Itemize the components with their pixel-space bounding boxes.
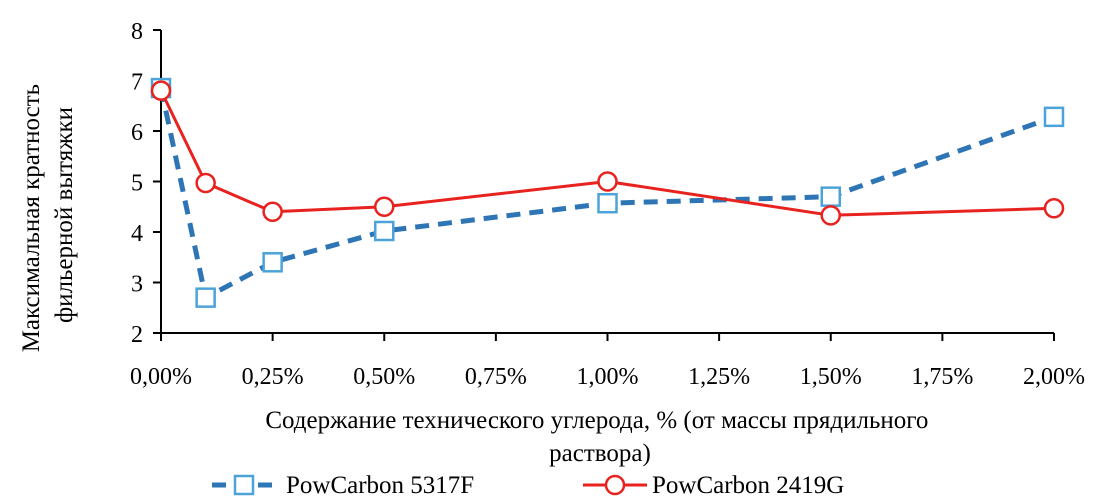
data-point [1043, 106, 1065, 128]
y-axis-title-line-2: фильерной вытяжки [51, 107, 78, 323]
data-point [374, 220, 395, 242]
legend-item-powcarbon-2419g: PowCarbon 2419G [583, 472, 844, 499]
data-point [262, 201, 283, 223]
legend-symbol-solid-circle [583, 474, 647, 496]
plot-area [153, 29, 1055, 341]
y-tick-label: 8 [131, 19, 143, 45]
y-tick-label: 5 [131, 171, 143, 197]
y-tick-labels: 2 3 4 5 6 7 8 [131, 19, 143, 348]
legend-label-powcarbon-5317f: PowCarbon 5317F [286, 472, 474, 499]
y-tick-label: 6 [131, 120, 143, 146]
data-point [1043, 198, 1065, 219]
legend: PowCarbon 5317F PowCarbon 2419G [212, 472, 844, 499]
x-tick-label: 1,25% [688, 364, 750, 390]
x-tick-labels: 0,00% 0,25% 0,50% 0,75% 1,00% 1,25% 1,50% 1,75%… [130, 364, 1085, 390]
data-point [195, 172, 216, 194]
data-point [597, 192, 618, 214]
data-point [262, 252, 283, 273]
data-point [820, 186, 841, 207]
y-tick-label: 4 [131, 221, 143, 247]
y-axis-title: Максимальная кратность фильерной вытяжки [18, 78, 78, 353]
legend-marker [233, 474, 255, 496]
y-tick-label: 3 [131, 272, 143, 298]
x-tick-label: 2,00% [1023, 364, 1085, 390]
data-point [195, 287, 216, 308]
x-tick-label: 0,25% [242, 364, 304, 390]
y-axis-title-line-1: Максимальная кратность [18, 84, 45, 352]
data-point [374, 196, 395, 217]
legend-label-powcarbon-2419g: PowCarbon 2419G [652, 472, 844, 499]
x-tick-label: 0,75% [465, 364, 527, 390]
series-2 [150, 80, 1065, 226]
legend-marker [604, 474, 626, 496]
x-tick-label: 1,00% [577, 364, 639, 390]
x-axis-title-line-1: Содержание технического углерода, % (от … [265, 407, 928, 434]
x-tick-label: 0,50% [353, 364, 415, 390]
data-point [150, 80, 172, 101]
x-axis-title-line-2: раствора) [549, 440, 651, 467]
x-axis-title: Содержание технического углерода, % (от … [265, 407, 934, 467]
x-tick-label: 1,50% [800, 364, 862, 390]
y-tick-label: 7 [131, 70, 143, 96]
y-tick-label: 2 [131, 322, 143, 348]
series-line [158, 87, 1055, 301]
data-point [597, 171, 618, 192]
series-layer [150, 77, 1065, 308]
legend-item-powcarbon-5317f: PowCarbon 5317F [212, 472, 474, 499]
x-tick-label: 0,00% [130, 364, 192, 390]
data-point [820, 205, 841, 226]
series-1 [150, 77, 1065, 308]
legend-symbol-dashed-square [212, 474, 276, 496]
x-tick-label: 1,75% [911, 364, 973, 390]
